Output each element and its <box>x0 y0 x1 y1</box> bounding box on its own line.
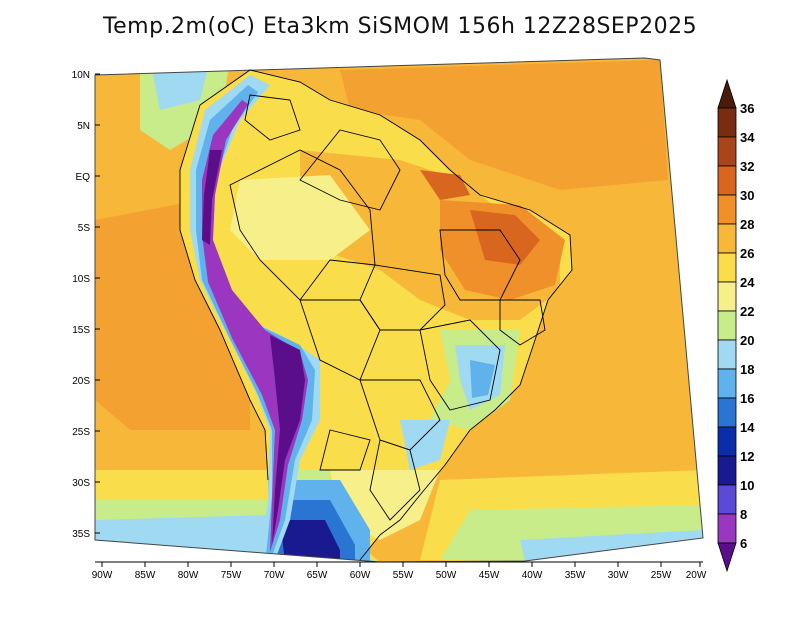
lat-label: 35S <box>72 529 90 540</box>
lon-label: 75W <box>221 570 242 581</box>
lon-label: 65W <box>307 570 328 581</box>
lon-label: 50W <box>436 570 457 581</box>
colorbar-label: 28 <box>740 217 754 232</box>
colorbar-label: 14 <box>740 420 755 435</box>
lat-label: 30S <box>72 478 90 489</box>
colorbar-band <box>717 136 737 167</box>
colorbar-band <box>717 252 737 283</box>
domain-border <box>94 57 704 563</box>
lon-label: 20W <box>686 570 707 581</box>
longitude-axis: 90W 85W 80W 75W 70W 65W 60W 55W 50W 45W … <box>92 561 707 581</box>
colorbar-band <box>717 310 737 341</box>
colorbar-label: 22 <box>740 304 754 319</box>
lat-label: EQ <box>76 172 91 183</box>
colorbar-label: 30 <box>740 188 754 203</box>
colorbar-band <box>717 426 737 457</box>
colorbar-band <box>717 455 737 486</box>
lon-label: 60W <box>350 570 371 581</box>
lat-label: 10N <box>72 70 90 81</box>
colorbar-label: 10 <box>740 478 754 493</box>
lon-label: 70W <box>264 570 285 581</box>
colorbar-labels: 36 34 32 30 28 26 24 22 20 18 16 14 12 1… <box>740 101 755 551</box>
colorbar-label: 6 <box>740 536 747 551</box>
colorbar-band <box>717 165 737 196</box>
colorbar-label: 18 <box>740 362 754 377</box>
temperature-field <box>95 58 703 562</box>
colorbar-label: 12 <box>740 449 754 464</box>
colorbar-band <box>717 368 737 399</box>
lon-label: 25W <box>651 570 672 581</box>
lat-label: 15S <box>72 325 90 336</box>
colorbar-band <box>717 223 737 254</box>
lon-label: 40W <box>522 570 543 581</box>
colorbar-band <box>717 484 737 515</box>
colorbar-upper-triangle <box>717 78 737 109</box>
colorbar-label: 36 <box>740 101 754 116</box>
lon-label: 30W <box>608 570 629 581</box>
lat-label: 5N <box>77 121 90 132</box>
colorbar-band <box>717 397 737 428</box>
lon-label: 80W <box>178 570 199 581</box>
colorbar-label: 20 <box>740 333 754 348</box>
colorbar-label: 8 <box>740 507 747 522</box>
colorbar: 36 34 32 30 28 26 24 22 20 18 16 14 12 1… <box>717 78 755 573</box>
colorbar-label: 26 <box>740 246 754 261</box>
country-borders <box>179 69 573 561</box>
lon-label: 45W <box>479 570 500 581</box>
colorbar-lower-triangle <box>717 542 737 573</box>
lat-label: 10S <box>72 274 90 285</box>
map-title: Temp.2m(oC) Eta3km SiSMOM 156h 12Z28SEP2… <box>102 14 698 39</box>
lon-label: 90W <box>92 570 113 581</box>
latitude-axis: 10N 5N EQ 5S 10S 15S 20S 25S 30S 35S <box>72 70 100 540</box>
lat-label: 5S <box>78 223 91 234</box>
colorbar-label: 24 <box>740 275 755 290</box>
lon-label: 55W <box>393 570 414 581</box>
colorbar-label: 16 <box>740 391 754 406</box>
colorbar-band <box>717 513 737 544</box>
colorbar-band <box>717 281 737 312</box>
colorbar-band <box>717 194 737 225</box>
lat-label: 25S <box>72 427 90 438</box>
lon-label: 85W <box>135 570 156 581</box>
lat-label: 20S <box>72 376 90 387</box>
colorbar-label: 32 <box>740 159 754 174</box>
lon-label: 35W <box>565 570 586 581</box>
colorbar-label: 34 <box>740 130 755 145</box>
colorbar-band <box>717 107 737 138</box>
colorbar-band <box>717 339 737 370</box>
colorbar-segments <box>717 78 737 573</box>
